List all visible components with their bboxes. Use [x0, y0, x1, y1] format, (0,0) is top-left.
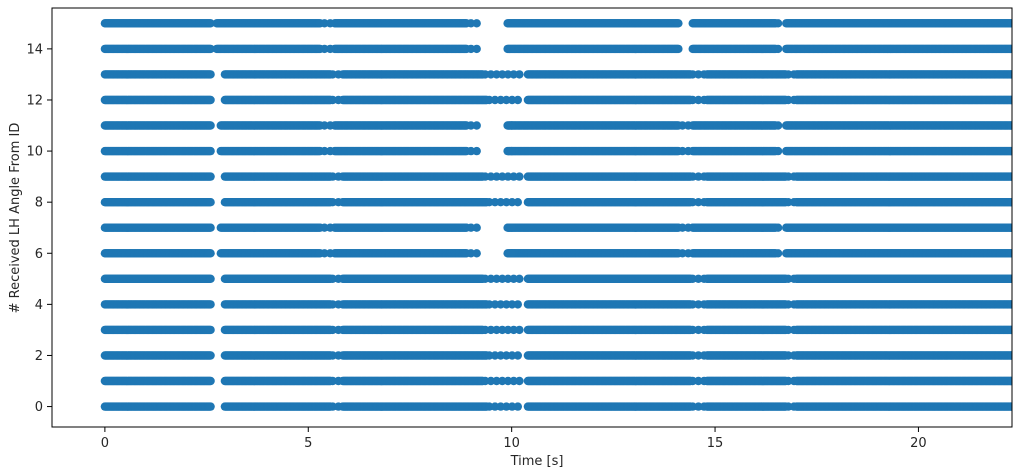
data-point [206, 300, 215, 309]
data-point [789, 198, 799, 207]
data-point [789, 351, 799, 360]
data-point [334, 351, 343, 360]
data-point [334, 402, 343, 411]
data-point [699, 198, 709, 207]
data-point [699, 351, 709, 360]
data-point [206, 198, 215, 207]
data-point [513, 300, 522, 309]
data-point [789, 402, 799, 411]
points-id-8 [100, 198, 1012, 207]
data-point [513, 198, 522, 207]
data-point [513, 402, 522, 411]
data-point [206, 402, 215, 411]
data-point [206, 351, 215, 360]
data-point [699, 402, 709, 411]
points-id-12 [100, 95, 1012, 105]
points-id-4 [100, 300, 1012, 309]
data-point [206, 95, 215, 105]
data-point [513, 351, 522, 360]
data-points [100, 19, 1012, 411]
data-point [334, 198, 343, 207]
points-id-0 [100, 402, 1012, 411]
points-id-2 [100, 351, 1012, 360]
data-point [334, 300, 343, 309]
data-point [699, 300, 709, 309]
data-point [789, 300, 799, 309]
